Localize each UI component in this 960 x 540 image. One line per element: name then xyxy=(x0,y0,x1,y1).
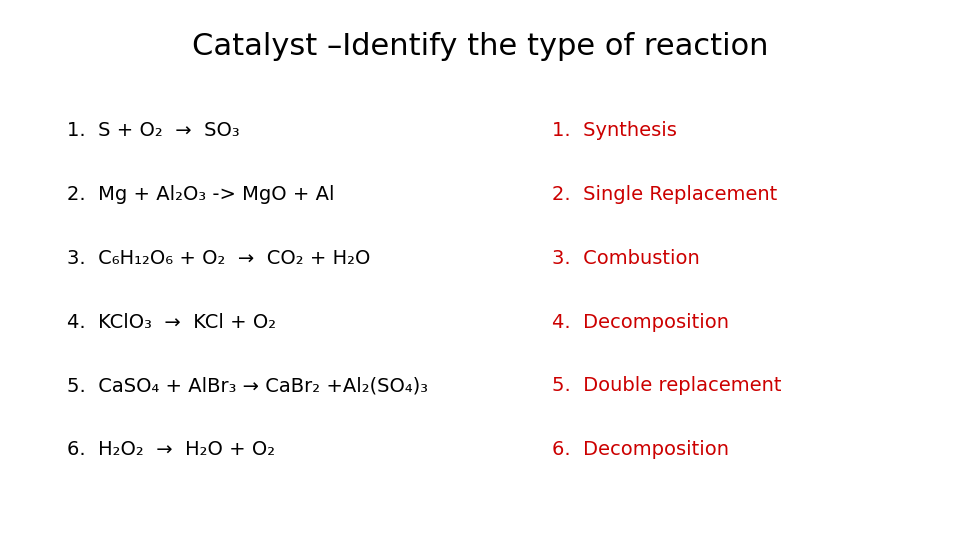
Text: Catalyst –Identify the type of reaction: Catalyst –Identify the type of reaction xyxy=(192,32,768,62)
Text: 2.  Single Replacement: 2. Single Replacement xyxy=(552,185,778,204)
Text: 4.  KClO₃  →  KCl + O₂: 4. KClO₃ → KCl + O₂ xyxy=(67,313,276,332)
Text: 5.  Double replacement: 5. Double replacement xyxy=(552,376,781,395)
Text: 3.  C₆H₁₂O₆ + O₂  →  CO₂ + H₂O: 3. C₆H₁₂O₆ + O₂ → CO₂ + H₂O xyxy=(67,249,371,268)
Text: 1.  Synthesis: 1. Synthesis xyxy=(552,122,677,140)
Text: 2.  Mg + Al₂O₃ -> MgO + Al: 2. Mg + Al₂O₃ -> MgO + Al xyxy=(67,185,335,204)
Text: 5.  CaSO₄ + AlBr₃ → CaBr₂ +Al₂(SO₄)₃: 5. CaSO₄ + AlBr₃ → CaBr₂ +Al₂(SO₄)₃ xyxy=(67,376,428,395)
Text: 6.  Decomposition: 6. Decomposition xyxy=(552,440,729,459)
Text: 3.  Combustion: 3. Combustion xyxy=(552,249,700,268)
Text: 6.  H₂O₂  →  H₂O + O₂: 6. H₂O₂ → H₂O + O₂ xyxy=(67,440,276,459)
Text: 4.  Decomposition: 4. Decomposition xyxy=(552,313,729,332)
Text: 1.  S + O₂  →  SO₃: 1. S + O₂ → SO₃ xyxy=(67,122,240,140)
